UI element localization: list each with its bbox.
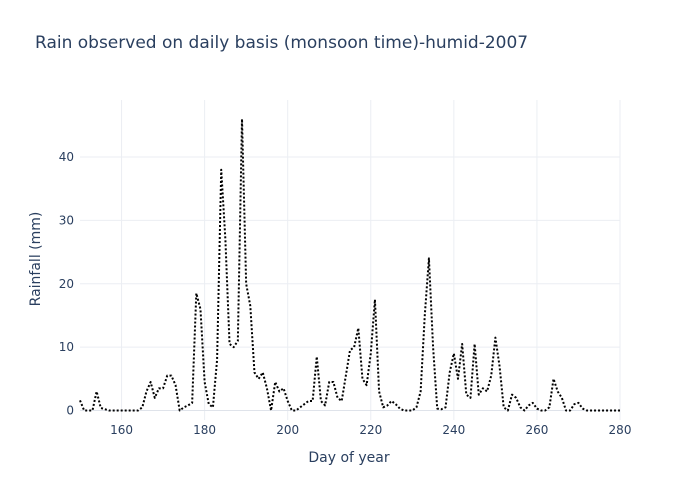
- x-tick-label: 200: [276, 423, 299, 437]
- x-axis-title: Day of year: [308, 450, 390, 466]
- y-axis-ticks: 0 10 20 30 40: [59, 150, 74, 417]
- chart-title: Rain observed on daily basis (monsoon ti…: [35, 33, 529, 53]
- x-tick-label: 220: [359, 423, 382, 437]
- y-axis-title: Rainfall (mm): [28, 212, 44, 307]
- y-tick-label: 30: [59, 213, 74, 227]
- x-axis-ticks: 160 180 200 220 240 260 280: [110, 423, 631, 437]
- x-tick-label: 160: [110, 423, 133, 437]
- x-tick-label: 180: [193, 423, 216, 437]
- y-tick-label: 20: [59, 277, 74, 291]
- x-tick-label: 240: [442, 423, 465, 437]
- y-tick-label: 10: [59, 340, 74, 354]
- plot-area: [79, 118, 620, 412]
- x-tick-label: 280: [609, 423, 632, 437]
- series-line-0: [79, 118, 620, 412]
- gridlines: [80, 100, 621, 420]
- y-tick-label: 0: [66, 403, 74, 417]
- x-tick-label: 260: [525, 423, 548, 437]
- y-tick-label: 40: [59, 150, 74, 164]
